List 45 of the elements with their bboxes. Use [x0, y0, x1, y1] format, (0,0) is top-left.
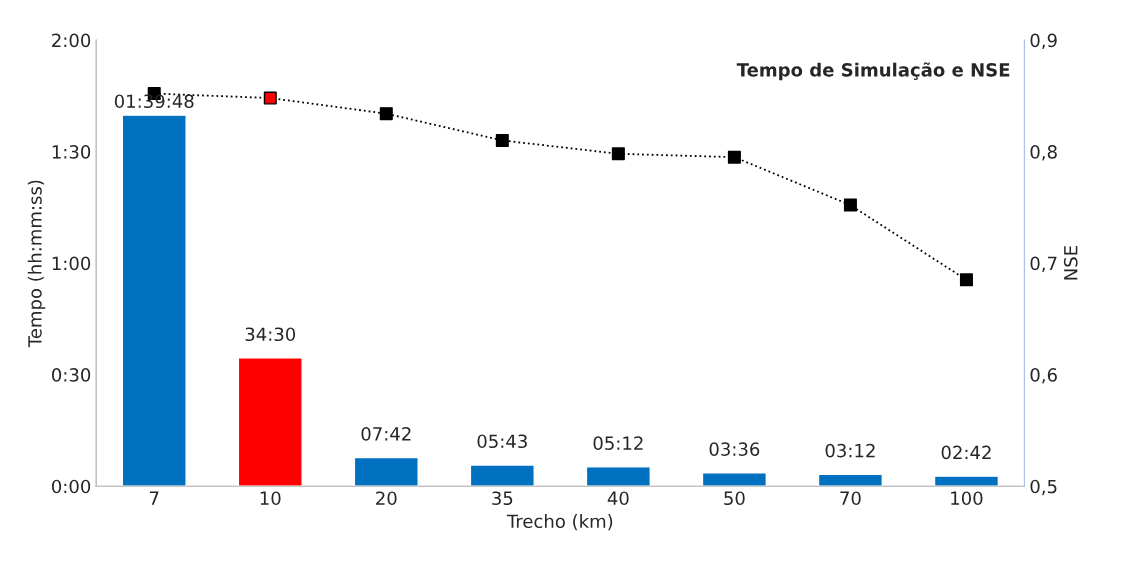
bar	[469, 464, 535, 487]
point	[495, 133, 509, 147]
point	[611, 147, 625, 161]
data-label: 03:12	[825, 443, 875, 458]
point	[959, 273, 973, 287]
x-tick-label: 50	[724, 491, 745, 506]
y2-tick-label: 0,9	[1030, 33, 1057, 49]
bar	[237, 357, 303, 487]
x-tick-label: 7	[149, 491, 159, 505]
bar	[933, 475, 1000, 487]
y-tick-label: 0:30	[52, 368, 91, 382]
data-label: 05:43	[477, 434, 527, 449]
y-tick-label: 1:30	[52, 145, 91, 159]
y2-axis-title: NSE	[1063, 246, 1078, 280]
point	[843, 198, 857, 212]
data-label: 34:30	[245, 327, 296, 342]
y-axis-title: Tempo (hh:mm:ss)	[27, 180, 46, 348]
point	[263, 91, 277, 105]
bar	[353, 456, 419, 487]
data-label: 03:36	[709, 442, 760, 456]
bar	[817, 473, 884, 487]
bar	[121, 114, 187, 487]
data-label: 05:12	[593, 436, 643, 450]
x-tick-label: 10	[260, 491, 281, 506]
point	[727, 150, 741, 164]
y-tick-label: 1:00	[52, 256, 91, 271]
y-tick-label: 0:00	[52, 479, 91, 494]
x-tick-label: 70	[840, 491, 861, 506]
bar	[701, 472, 767, 487]
x-tick-label: 40	[607, 491, 629, 506]
x-tick-label: 35	[492, 491, 513, 506]
point	[379, 107, 393, 121]
data-label: 07:42	[361, 427, 411, 441]
y2-tick-label: 0,6	[1030, 368, 1057, 384]
data-label: 02:42	[941, 445, 991, 460]
text: Tempo de Simulação e NSE	[736, 62, 1010, 81]
x-tick-label: 20	[376, 491, 397, 506]
y2-tick-label: 0,5	[1030, 479, 1057, 496]
x-axis-title: Trecho (km)	[506, 514, 613, 531]
y2-tick-label: 0,7	[1030, 256, 1057, 273]
x-tick-label: 100	[951, 491, 983, 506]
y2-tick-label: 0,8	[1030, 145, 1057, 161]
y-tick-label: 2:00	[52, 33, 91, 48]
data-label: 01:39:48	[114, 94, 194, 109]
bar	[585, 466, 651, 487]
